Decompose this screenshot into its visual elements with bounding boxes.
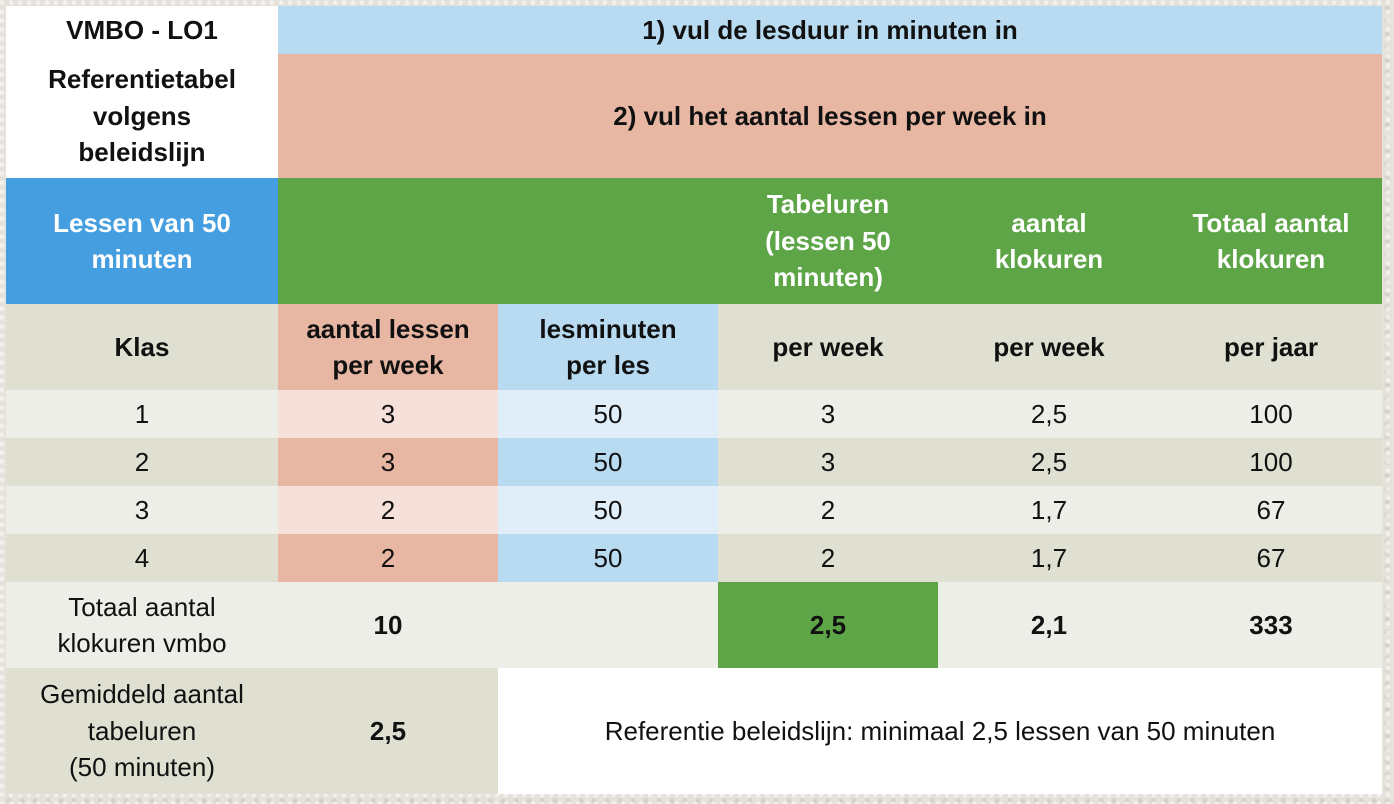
average-label: Gemiddeld aantal tabeluren (50 minuten) (6, 668, 278, 794)
cell-tabeluren: 2 (718, 534, 938, 582)
group-spacer (278, 178, 718, 304)
column-header-lesminuten: lesminuten per les (498, 304, 718, 390)
cell-klokuren: 2,5 (938, 390, 1160, 438)
cell-minuten-input[interactable]: 50 (498, 438, 718, 486)
totaal-group-header: Totaal aantal klokuren (1160, 178, 1382, 304)
step2-instruction: 2) vul het aantal lessen per week in (278, 54, 1382, 178)
cell-lessen-input[interactable]: 2 (278, 534, 498, 582)
cell-lessen-input[interactable]: 2 (278, 486, 498, 534)
average-value: 2,5 (278, 668, 498, 794)
cell-tabeluren: 3 (718, 390, 938, 438)
column-header-klas: Klas (6, 304, 278, 390)
cell-lessen-input[interactable]: 3 (278, 390, 498, 438)
cell-klas: 1 (6, 390, 278, 438)
cell-tabeluren: 3 (718, 438, 938, 486)
column-header-klokuren-week: per week (938, 304, 1160, 390)
table-subtitle: Referentietabel volgens beleidslijn (6, 54, 278, 178)
cell-klokuren: 1,7 (938, 486, 1160, 534)
cell-klokuren: 2,5 (938, 438, 1160, 486)
reference-note: Referentie beleidslijn: minimaal 2,5 les… (498, 668, 1382, 794)
totals-klokuren: 2,1 (938, 582, 1160, 668)
lessons-type-label: Lessen van 50 minuten (6, 178, 278, 304)
column-header-lessen: aantal lessen per week (278, 304, 498, 390)
cell-jaar: 100 (1160, 390, 1382, 438)
totals-lessen: 10 (278, 582, 498, 668)
cell-tabeluren: 2 (718, 486, 938, 534)
cell-lessen-input[interactable]: 3 (278, 438, 498, 486)
klokuren-group-header: aantal klokuren (938, 178, 1160, 304)
totals-empty-cell (498, 582, 718, 668)
column-header-tabeluren-week: per week (718, 304, 938, 390)
cell-klas: 3 (6, 486, 278, 534)
cell-jaar: 100 (1160, 438, 1382, 486)
cell-klas: 2 (6, 438, 278, 486)
step1-instruction: 1) vul de lesduur in minuten in (278, 6, 1382, 54)
cell-klas: 4 (6, 534, 278, 582)
column-header-klokuren-jaar: per jaar (1160, 304, 1382, 390)
cell-jaar: 67 (1160, 486, 1382, 534)
tabeluren-group-header: Tabeluren (lessen 50 minuten) (718, 178, 938, 304)
cell-minuten-input[interactable]: 50 (498, 390, 718, 438)
totals-label: Totaal aantal klokuren vmbo (6, 582, 278, 668)
totals-tabeluren: 2,5 (718, 582, 938, 668)
reference-table: VMBO - LO1 1) vul de lesduur in minuten … (6, 6, 1382, 794)
cell-klokuren: 1,7 (938, 534, 1160, 582)
table-title: VMBO - LO1 (6, 6, 278, 54)
totals-jaar: 333 (1160, 582, 1382, 668)
cell-jaar: 67 (1160, 534, 1382, 582)
cell-minuten-input[interactable]: 50 (498, 486, 718, 534)
cell-minuten-input[interactable]: 50 (498, 534, 718, 582)
